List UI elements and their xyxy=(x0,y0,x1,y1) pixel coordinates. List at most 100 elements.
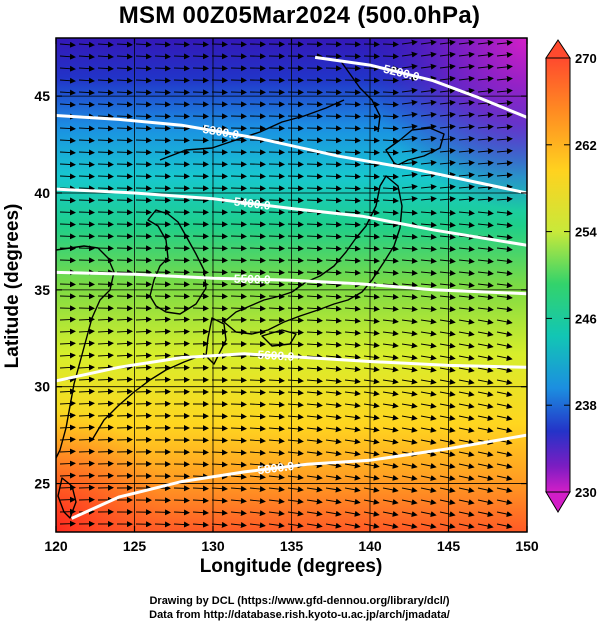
wind-arrow xyxy=(344,245,361,252)
wind-arrow xyxy=(78,101,95,108)
wind-arrow xyxy=(325,305,342,312)
wind-arrow xyxy=(458,51,475,58)
wind-arrow xyxy=(268,522,285,529)
wind-arrow xyxy=(477,270,494,277)
wind-arrow xyxy=(401,195,418,202)
wind-arrow xyxy=(192,485,209,492)
wind-arrow xyxy=(268,269,285,276)
wind-arrow xyxy=(420,221,437,228)
wind-arrow xyxy=(97,376,114,383)
wind-arrow xyxy=(249,425,266,432)
contour-line xyxy=(56,187,527,247)
wind-arrow xyxy=(458,463,475,470)
wind-arrow xyxy=(287,305,304,312)
wind-arrow xyxy=(154,521,171,528)
wind-arrow xyxy=(439,99,456,106)
wind-arrow xyxy=(78,209,95,216)
wind-arrow xyxy=(458,294,475,301)
wind-arrow xyxy=(496,160,513,167)
contour-line xyxy=(71,433,527,520)
wind-arrow xyxy=(59,400,76,407)
map-title: MSM 00Z05Mar2024 (500.0hPa) xyxy=(118,2,481,29)
wind-arrow xyxy=(382,342,399,349)
wind-arrow xyxy=(249,233,266,240)
wind-arrow xyxy=(192,521,209,528)
coastline-russia xyxy=(159,99,345,161)
wind-arrow xyxy=(344,317,361,324)
wind-arrow xyxy=(401,63,418,70)
wind-arrow xyxy=(420,402,437,409)
credit-data: Data from http://database.rish.kyoto-u.a… xyxy=(149,609,450,621)
wind-arrow xyxy=(325,353,342,360)
wind-arrow xyxy=(496,100,513,107)
x-tick-label: 140 xyxy=(358,538,382,554)
wind-arrow xyxy=(344,137,361,144)
wind-arrow xyxy=(477,463,494,470)
wind-arrow xyxy=(116,137,133,144)
wind-arrow xyxy=(97,101,114,108)
wind-arrow xyxy=(97,89,114,96)
wind-arrow xyxy=(458,135,475,142)
x-axis-ticks: 120 125 130 135 140 145 150 xyxy=(44,38,539,554)
wind-arrow xyxy=(477,367,494,373)
wind-arrow xyxy=(154,89,171,96)
wind-arrow xyxy=(135,340,152,347)
wind-arrow xyxy=(249,473,266,480)
wind-arrow xyxy=(439,330,456,337)
wind-arrow xyxy=(249,281,266,288)
wind-arrow xyxy=(458,499,475,506)
wind-arrow xyxy=(78,460,95,467)
wind-arrow xyxy=(230,509,247,516)
wind-arrow xyxy=(344,329,361,336)
wind-arrow xyxy=(401,87,418,94)
wind-arrow xyxy=(496,403,513,410)
wind-arrow xyxy=(344,402,361,409)
wind-arrow xyxy=(363,317,380,324)
wind-arrow xyxy=(420,39,437,46)
wind-arrow xyxy=(382,511,399,517)
wind-arrow xyxy=(287,173,304,180)
wind-arrow xyxy=(477,487,494,494)
contour-label: 5800.0 xyxy=(257,459,295,477)
wind-arrow xyxy=(306,510,323,517)
wind-arrow xyxy=(496,51,513,58)
wind-arrow xyxy=(496,499,513,506)
wind-arrow xyxy=(439,87,456,94)
wind-arrow xyxy=(477,403,494,409)
wind-arrow xyxy=(135,316,152,323)
wind-arrow xyxy=(306,233,323,240)
wind-arrow xyxy=(344,209,361,216)
wind-arrow xyxy=(458,342,475,349)
wind-arrow xyxy=(439,123,456,130)
wind-arrow xyxy=(173,521,190,528)
wind-arrow xyxy=(268,305,285,312)
wind-arrow xyxy=(382,149,399,156)
wind-arrow xyxy=(268,401,285,408)
wind-arrow xyxy=(173,77,190,84)
wind-arrow xyxy=(458,196,475,203)
wind-arrow xyxy=(420,196,437,202)
wind-arrow xyxy=(458,184,475,191)
wind-arrow xyxy=(401,233,418,240)
wind-arrow xyxy=(496,75,513,82)
wind-arrow xyxy=(59,65,76,72)
wind-arrow xyxy=(401,39,418,46)
wind-arrow xyxy=(97,197,114,204)
wind-arrow xyxy=(420,330,437,337)
wind-arrow xyxy=(59,233,76,240)
wind-arrow xyxy=(249,437,266,444)
wind-arrow xyxy=(97,41,114,48)
wind-arrow xyxy=(496,343,513,349)
wind-arrow xyxy=(135,388,152,395)
wind-arrow xyxy=(59,137,76,144)
wind-arrow xyxy=(401,111,418,118)
wind-arrow xyxy=(211,437,228,444)
wind-arrow xyxy=(230,257,247,264)
credit-drawing: Drawing by DCL (https://www.gfd-dennou.o… xyxy=(149,595,450,607)
wind-arrow xyxy=(420,523,437,530)
wind-arrow xyxy=(458,439,475,445)
wind-arrow xyxy=(325,161,342,168)
wind-arrow xyxy=(439,475,456,482)
wind-arrow xyxy=(420,378,437,385)
